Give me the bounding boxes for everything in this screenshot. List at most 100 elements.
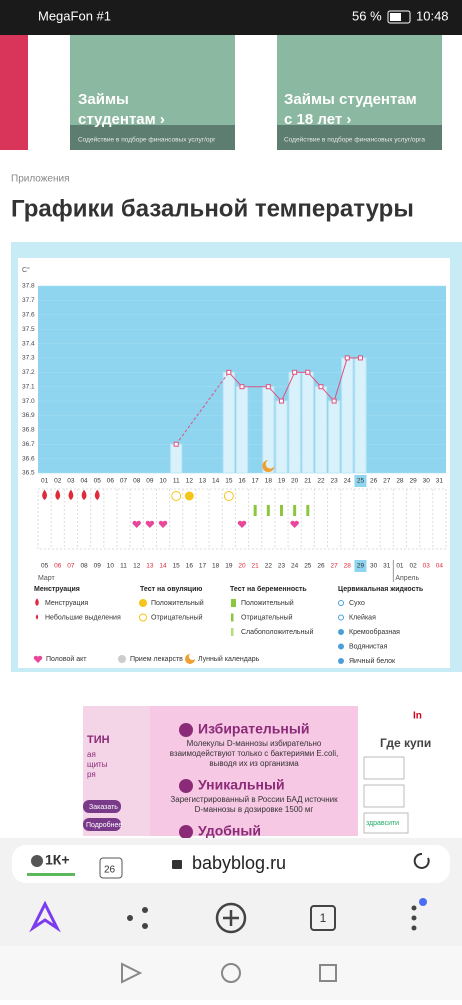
x-tick-label: 04	[80, 478, 88, 485]
date-label: 04	[436, 563, 444, 570]
date-label: 19	[225, 563, 233, 570]
temp-point	[305, 369, 311, 375]
legend-item: Клейкая	[349, 613, 376, 621]
battery: 56 %	[352, 8, 382, 23]
more-button[interactable]	[83, 818, 121, 831]
x-tick-label: 28	[396, 478, 404, 485]
legend-icon	[338, 614, 344, 621]
temp-bar	[314, 386, 328, 474]
temp-point	[357, 355, 363, 361]
legend-item: Сухо	[349, 600, 365, 607]
card-partial	[0, 35, 28, 150]
feature-text: D-маннозы в дозировке 1500 мг	[195, 805, 314, 814]
legend-item: Положительный	[151, 599, 204, 607]
legend-icon	[139, 613, 147, 622]
temp-bar	[235, 386, 249, 474]
legend-item: Положительный	[241, 599, 294, 607]
date-label: 07	[67, 563, 75, 570]
temp-point	[292, 369, 298, 375]
temp-point	[265, 384, 271, 390]
legend-title: Тест на овуляцию	[140, 586, 202, 593]
card-title: Займы студентам	[284, 91, 417, 108]
x-tick-label: 07	[120, 478, 128, 485]
x-tick-label: 05	[94, 478, 102, 485]
temp-bar	[288, 371, 301, 474]
card-note: Содействие в подборе финансовых услуг/ор…	[78, 136, 216, 144]
y-tick-label: 36.9	[22, 412, 35, 419]
y-tick-label: 36.7	[22, 441, 35, 448]
x-tick-label: 31	[436, 478, 444, 485]
legend-item: Лунный календарь	[198, 655, 260, 663]
x-tick-label: 15	[225, 478, 233, 485]
date-label: 02	[409, 563, 417, 570]
recents[interactable]	[319, 964, 337, 982]
date-label: 25	[304, 563, 312, 570]
x-tick-label: 03	[67, 478, 75, 485]
legend-title: Цервикальная жидкость	[338, 586, 424, 593]
sex	[158, 520, 168, 528]
y-tick-label: 37.8	[22, 283, 35, 290]
legend-item: Кремообразная	[349, 628, 400, 636]
feature-title: Избирательный	[198, 721, 309, 737]
menu[interactable]	[411, 905, 417, 911]
date-label: 11	[120, 563, 127, 570]
legend-item: Небольшие выделения	[45, 613, 121, 621]
order-button[interactable]	[83, 800, 121, 813]
temp-point	[173, 441, 179, 447]
ovulation-negative	[223, 491, 234, 501]
feature-icon	[179, 825, 193, 839]
date-label: 18	[212, 563, 220, 570]
home[interactable]	[221, 963, 241, 983]
temp-bar	[354, 357, 367, 474]
legend-item: Половой акт	[46, 655, 87, 663]
sex	[33, 655, 43, 663]
ad-features: Избирательный Молекулы D-маннозы избирате…	[170, 721, 338, 850]
y-tick-label: 36.6	[22, 455, 35, 462]
menu-dot	[411, 915, 417, 921]
date-label: 16	[186, 563, 194, 570]
month: Апрель	[395, 575, 419, 582]
date-label: 03	[423, 563, 431, 570]
card-note: Содействие в подборе финансовых услуг/ор…	[284, 136, 425, 144]
plus	[223, 910, 239, 926]
legend-title: Менструация	[34, 586, 80, 593]
clock: 10:48	[416, 8, 449, 23]
ad-text: ая	[87, 750, 96, 759]
legend-item: Менструация	[45, 600, 88, 607]
month: Март	[38, 575, 56, 582]
temp-bar	[262, 386, 275, 474]
comments[interactable]: 1К+	[45, 852, 70, 868]
breadcrumb[interactable]: Приложения	[11, 174, 70, 185]
temp-point	[239, 384, 245, 390]
tabs-icon[interactable]	[99, 857, 123, 879]
x-tick-label: 13	[199, 478, 207, 485]
legend-icon	[185, 654, 195, 664]
alice[interactable]	[29, 900, 61, 933]
date-label: 17	[199, 563, 207, 570]
x-tick-label: 12	[186, 478, 194, 485]
pregnancy-negative	[253, 505, 257, 516]
new-tab[interactable]	[215, 902, 247, 934]
highlight	[354, 560, 367, 572]
y-tick-label: 36.5	[22, 470, 35, 477]
temp-point	[278, 398, 284, 404]
date-label: 22	[265, 563, 273, 570]
tabs[interactable]	[310, 905, 336, 931]
share[interactable]	[127, 915, 133, 921]
x-tick-label: 21	[304, 478, 312, 485]
y-tick-label: 36.8	[22, 427, 35, 434]
temp-bar	[275, 400, 288, 474]
legend-icon	[338, 643, 344, 650]
moon	[262, 460, 275, 473]
feature-text: выводя их из организма	[209, 759, 299, 768]
url[interactable]: babyblog.ru	[192, 853, 286, 873]
x-tick-label: 19	[278, 478, 286, 485]
reload[interactable]	[413, 852, 430, 869]
share-dot	[142, 907, 148, 913]
date-label: 24	[291, 563, 299, 570]
back[interactable]	[121, 962, 143, 984]
temp-segment	[281, 372, 296, 402]
comment-icon	[31, 855, 43, 867]
temp-bar	[341, 357, 354, 474]
